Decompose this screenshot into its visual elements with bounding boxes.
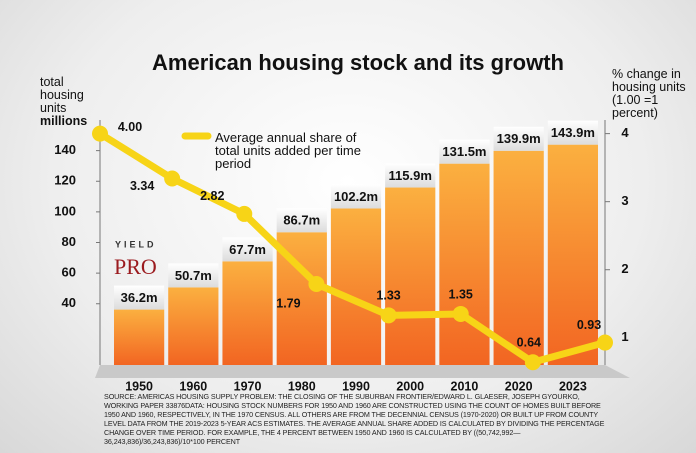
- line-point: [236, 205, 253, 222]
- y2-tick-label: 3: [621, 193, 628, 208]
- y-tick-label: 100: [54, 203, 76, 218]
- bar-cap: [439, 139, 490, 164]
- x-tick-label: 2020: [505, 379, 533, 393]
- y2-tick-label: 2: [621, 261, 628, 276]
- bar-cap: [330, 184, 382, 209]
- logo-bottom: PRO: [114, 254, 157, 279]
- bar-cap: [385, 163, 436, 188]
- y-tick-label: 120: [54, 173, 76, 188]
- chart-title: American housing stock and its growth: [152, 50, 564, 75]
- logo-top: YIELD: [115, 239, 157, 249]
- y2-axis-label: % change in housing units (1.00 =1 perce…: [612, 67, 686, 120]
- line-value-label: 1.35: [449, 287, 473, 301]
- bar-cap: [168, 263, 219, 288]
- line-point: [92, 125, 108, 142]
- bar: [547, 144, 598, 365]
- line-value-label: 1.33: [376, 289, 400, 303]
- line-point: [164, 170, 181, 187]
- bar-cap: [276, 208, 327, 233]
- y2-tick-label: 1: [621, 329, 628, 344]
- bar: [439, 163, 490, 365]
- line-value-label: 1.79: [276, 296, 300, 310]
- bar-value-label: 102.2m: [334, 189, 378, 204]
- x-tick-label: 1970: [234, 379, 262, 393]
- y-tick-label: 140: [54, 142, 76, 157]
- bar: [222, 261, 273, 365]
- y-axis-label: total housing units: [40, 75, 84, 115]
- source-note: SOURCE: AMERICAS HOUSING SUPPLY PROBLEM:…: [104, 392, 605, 446]
- y-tick-label: 80: [62, 234, 76, 249]
- y-tick-label: 40: [62, 295, 76, 310]
- bar-value-label: 86.7m: [283, 213, 320, 228]
- x-tick-label: 1990: [342, 379, 370, 393]
- y2-tick-label: 4: [621, 125, 629, 140]
- bar-value-label: 131.5m: [442, 144, 486, 159]
- line-value-label: 3.34: [130, 179, 154, 193]
- x-tick-label: 1980: [288, 379, 316, 393]
- bar: [330, 208, 382, 365]
- legend-label: Average annual share of total units adde…: [215, 130, 361, 171]
- bar-value-label: 115.9m: [389, 168, 432, 183]
- bar-value-label: 50.7m: [175, 268, 212, 283]
- bar-cap: [114, 285, 165, 310]
- bar: [114, 309, 165, 365]
- bar: [168, 287, 219, 365]
- line-value-label: 4.00: [118, 120, 142, 134]
- line: [98, 130, 606, 366]
- line-point: [380, 307, 397, 324]
- line-value-label: 0.93: [577, 318, 601, 332]
- bar-value-label: 67.7m: [229, 242, 266, 257]
- bar: [385, 187, 436, 365]
- x-tick-label: 2023: [559, 379, 587, 393]
- line-point: [524, 354, 541, 371]
- y-axis-unit: millions: [40, 114, 88, 128]
- y-tick-label: 60: [62, 265, 76, 280]
- line-value-label: 2.82: [200, 189, 224, 203]
- bar-cap: [222, 237, 273, 262]
- x-tick-label: 2010: [451, 379, 479, 393]
- bar-cap: [547, 120, 598, 145]
- floor: [95, 365, 630, 378]
- line-point: [308, 276, 325, 293]
- x-tick-label: 2000: [396, 379, 424, 393]
- bar-value-label: 139.9m: [497, 131, 541, 146]
- x-tick-label: 1960: [179, 379, 207, 393]
- line-value-label: 0.64: [517, 336, 541, 350]
- line-point: [597, 334, 613, 351]
- bar-value-label: 36.2m: [121, 290, 158, 305]
- bar-value-label: 143.9m: [551, 125, 595, 140]
- line-point: [452, 305, 469, 322]
- bar-cap: [493, 126, 544, 151]
- x-tick-label: 1950: [125, 379, 153, 393]
- bar: [493, 150, 544, 365]
